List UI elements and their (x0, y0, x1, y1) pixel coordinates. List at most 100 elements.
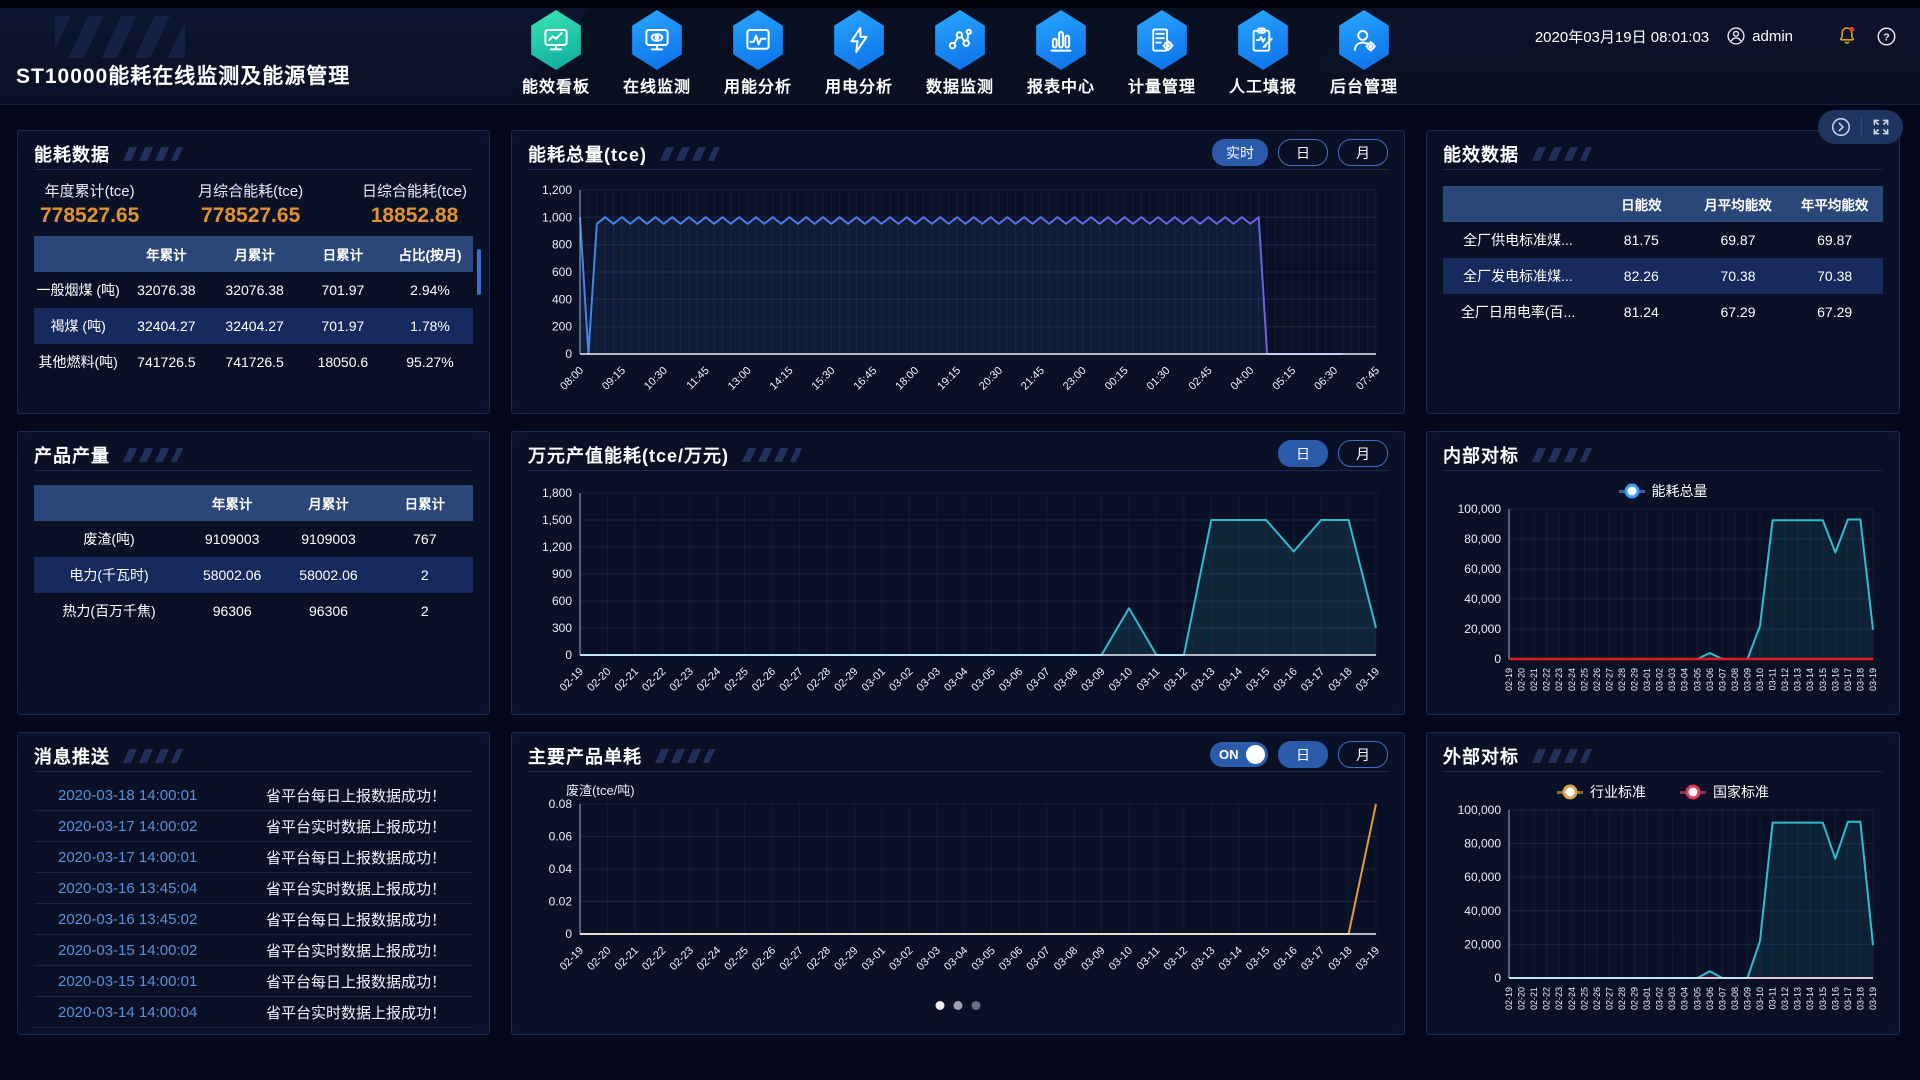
svg-text:03-03: 03-03 (915, 945, 943, 973)
svg-text:02-21: 02-21 (1529, 668, 1539, 691)
svg-text:03-07: 03-07 (1717, 668, 1727, 691)
table-row: 电力(千瓦时) 58002.06 58002.06 2 (34, 557, 473, 593)
svg-text:03-08: 03-08 (1730, 987, 1740, 1010)
svg-text:02-20: 02-20 (585, 945, 613, 973)
nav-item-online-monitor[interactable]: 在线监测 (614, 10, 700, 97)
svg-text:1,500: 1,500 (542, 513, 572, 527)
list-item[interactable]: 2020-03-16 13:45:02 省平台每日上报数据成功！ (34, 904, 473, 935)
corner-toolbar (1818, 110, 1903, 144)
nav-item-admin[interactable]: 后台管理 (1321, 10, 1407, 97)
nav-item-power-analysis[interactable]: 用电分析 (816, 10, 902, 97)
svg-text:03-11: 03-11 (1768, 668, 1778, 690)
svg-text:03-07: 03-07 (1024, 666, 1052, 694)
month-button[interactable]: 月 (1338, 741, 1388, 768)
svg-text:02-26: 02-26 (1592, 668, 1602, 691)
day-button[interactable]: 日 (1278, 139, 1328, 166)
svg-text:0: 0 (1494, 652, 1501, 666)
bell-icon (1839, 26, 1855, 44)
svg-text:0.04: 0.04 (549, 862, 573, 876)
notifications-button[interactable] (1835, 24, 1859, 48)
svg-text:02-22: 02-22 (640, 945, 668, 973)
app-title: ST10000能耗在线监测及能源管理 (16, 65, 351, 88)
efficiency-table: 日能效 月平均能效 年平均能效 全厂供电标准煤... 81.75 69.87 69.8… (1443, 186, 1883, 330)
svg-text:20,000: 20,000 (1464, 937, 1501, 951)
panel-energy-total-chart: 能耗总量(tce) 实时 日 月 0 200 400 600 800 1,000 1,200… (511, 130, 1405, 414)
per-output-chart[interactable]: 0 300 600 900 1,200 1,500 1,800 02-19 02-20 02-21… (528, 479, 1390, 717)
month-button[interactable]: 月 (1338, 139, 1388, 166)
svg-text:03-08: 03-08 (1730, 668, 1740, 691)
list-item[interactable]: 2020-03-17 14:00:01 省平台每日上报数据成功！ (34, 842, 473, 873)
svg-text:03-02: 03-02 (1655, 987, 1665, 1010)
nav-item-report-center[interactable]: 报表中心 (1018, 10, 1104, 97)
svg-text:02-28: 02-28 (805, 666, 833, 694)
user-menu[interactable]: admin (1725, 25, 1793, 47)
svg-text:02-19: 02-19 (558, 666, 586, 694)
scrollbar-thumb[interactable] (477, 249, 481, 295)
svg-text:02-21: 02-21 (613, 945, 641, 973)
nav-item-energy-analysis[interactable]: 用能分析 (715, 10, 801, 97)
app-title-block: ST10000能耗在线监测及能源管理 (0, 8, 590, 104)
svg-text:03-03: 03-03 (1667, 987, 1677, 1010)
page-dot-active[interactable] (935, 1001, 945, 1010)
panel-title: 产品产量 (34, 446, 110, 466)
collapse-arrow-button[interactable] (1830, 116, 1852, 138)
day-button[interactable]: 日 (1278, 440, 1328, 467)
list-item[interactable]: 2020-03-18 14:00:01 省平台每日上报数据成功！ (34, 780, 473, 811)
svg-text:80,000: 80,000 (1464, 532, 1501, 546)
bar-chart-icon (1036, 10, 1086, 70)
svg-text:03-02: 03-02 (1655, 668, 1665, 691)
svg-text:03-01: 03-01 (1642, 987, 1652, 1010)
header-right-block (1280, 8, 1920, 104)
realtime-button[interactable]: 实时 (1212, 139, 1268, 166)
list-item[interactable]: 2020-03-14 14:00:04 省平台实时数据上报成功！ (34, 997, 473, 1028)
svg-text:18:00: 18:00 (893, 365, 921, 393)
svg-text:03-12: 03-12 (1162, 945, 1190, 973)
panel-messages: 消息推送 2020-03-18 14:00:01 省平台每日上报数据成功！ 202… (17, 732, 490, 1035)
table-row: 全厂日用电率(百... 81.24 67.29 67.29 (1460, 304, 1853, 320)
nav-item-metering[interactable]: 计量管理 (1119, 10, 1205, 97)
page-dot[interactable] (953, 1001, 963, 1010)
energy-total-chart[interactable]: 0 200 400 600 800 1,000 1,200 08:00 09:15 10:30 11… (528, 178, 1390, 416)
day-button[interactable]: 日 (1278, 741, 1328, 768)
legend-marker (1557, 790, 1583, 794)
list-item[interactable]: 2020-03-17 14:00:02 省平台实时数据上报成功！ (34, 811, 473, 842)
title-decor (741, 448, 803, 462)
list-item[interactable]: 2020-03-16 13:45:04 省平台实时数据上报成功！ (34, 873, 473, 904)
svg-text:10:30: 10:30 (642, 365, 670, 393)
month-button[interactable]: 月 (1338, 440, 1388, 467)
page-dot[interactable] (971, 1001, 981, 1010)
title-decor (122, 749, 184, 763)
nav-item-dashboard[interactable]: 能效看板 (513, 10, 599, 97)
svg-text:02-19: 02-19 (1504, 668, 1514, 691)
svg-text:03-12: 03-12 (1780, 987, 1790, 1010)
svg-text:900: 900 (552, 567, 572, 581)
nav-item-data-monitor[interactable]: 数据监测 (917, 10, 1003, 97)
legend-marker (1680, 790, 1706, 794)
legend-item-industry[interactable]: 行业标准 (1557, 782, 1646, 802)
legend-item-national[interactable]: 国家标准 (1680, 782, 1769, 802)
svg-text:02-29: 02-29 (1630, 987, 1640, 1010)
on-toggle[interactable]: ON (1210, 742, 1268, 767)
legend-item-energy-total[interactable]: 能耗总量 (1618, 481, 1708, 501)
svg-text:03-16: 03-16 (1271, 945, 1299, 973)
svg-text:03-18: 03-18 (1326, 945, 1354, 973)
list-item[interactable]: 2020-03-15 14:00:02 省平台实时数据上报成功！ (34, 935, 473, 966)
svg-text:23:00: 23:00 (1061, 365, 1089, 393)
nav-item-manual-entry[interactable]: 人工填报 (1220, 10, 1306, 97)
svg-text:40,000: 40,000 (1464, 904, 1501, 918)
help-button[interactable]: ? (1875, 25, 1898, 48)
svg-text:03-02: 03-02 (887, 945, 915, 973)
list-item[interactable]: 2020-03-15 14:00:01 省平台每日上报数据成功！ (34, 966, 473, 997)
top-strip (0, 0, 1920, 8)
fullscreen-button[interactable] (1871, 117, 1891, 137)
table-row: 褐煤 (吨) 32404.27 32404.27 701.97 1.78% (34, 308, 473, 344)
svg-text:03-13: 03-13 (1189, 945, 1217, 973)
panel-product-output: 产品产量 年累计 月累计 日累计 废渣(吨) 9109003 9109003 767 … (17, 431, 490, 715)
svg-text:02-26: 02-26 (1592, 987, 1602, 1010)
panel-title: 消息推送 (34, 747, 110, 767)
svg-text:02-29: 02-29 (832, 945, 860, 973)
svg-text:02-28: 02-28 (805, 945, 833, 973)
